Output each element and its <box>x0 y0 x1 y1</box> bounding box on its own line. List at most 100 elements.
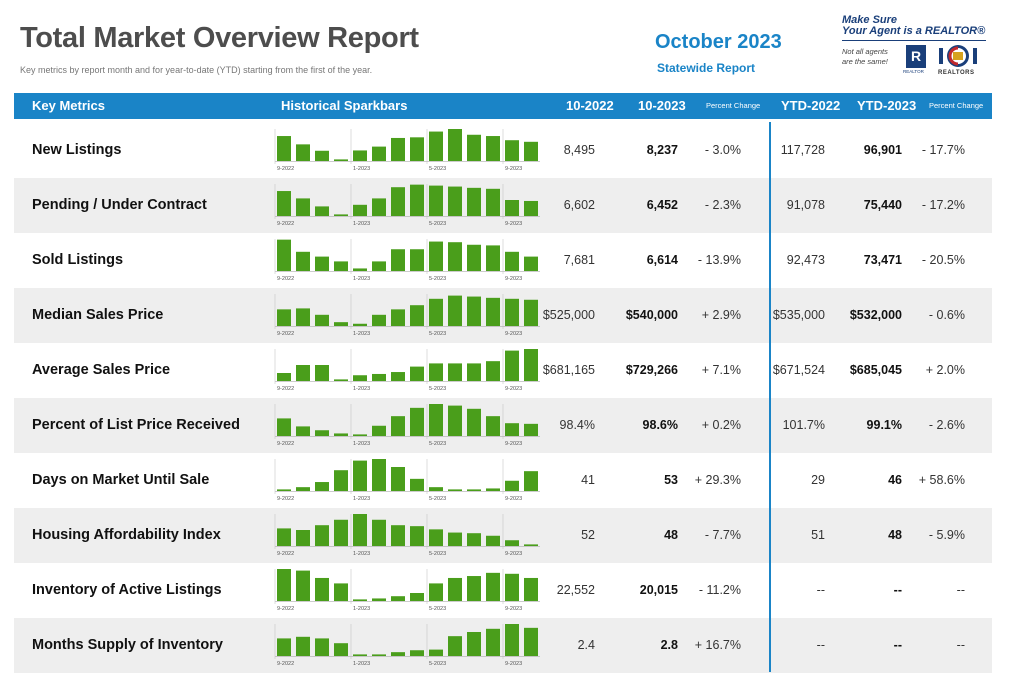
sparkbar-bar <box>296 198 310 216</box>
sparkbar-bar <box>448 242 462 271</box>
sparkbar-bar <box>315 525 329 546</box>
ytd-prev-value: 117,728 <box>780 143 825 157</box>
sparkbar-axis-label: 5-2023 <box>429 221 446 227</box>
sparkbar-bar <box>391 372 405 381</box>
sparkbar-bar <box>486 628 500 656</box>
sparkbar-bar <box>486 572 500 601</box>
prev-month-value: 98.4% <box>559 418 595 432</box>
sparkbar-bar <box>448 363 462 381</box>
percent-change-value: + 29.3% <box>694 473 741 487</box>
col-key-metrics: Key Metrics <box>32 98 105 113</box>
col-percent-change: Percent Change <box>706 101 761 110</box>
table-row: Housing Affordability Index 9-2022 1-2023 5… <box>14 508 992 563</box>
ytd-prev-value: 51 <box>811 528 825 542</box>
sparkbar-bar <box>315 577 329 601</box>
brand-divider <box>842 40 986 41</box>
sparkbar-axis-label: 9-2022 <box>277 661 294 667</box>
percent-change-value: + 0.2% <box>701 418 741 432</box>
brand-line-3: Not all agents <box>842 47 888 56</box>
sparkbar-bar <box>410 593 424 601</box>
sparkbar-bar <box>277 239 291 271</box>
sparkbar-bar <box>353 150 367 161</box>
ytd-curr-value: 75,440 <box>863 198 902 212</box>
sparkbar-axis-label: 1-2023 <box>353 661 370 667</box>
sparkbar-axis-label: 5-2023 <box>429 551 446 557</box>
sparkbar-bar <box>467 489 481 491</box>
curr-month-value: $540,000 <box>625 308 678 322</box>
sparkbar-bar <box>315 482 329 491</box>
sparkbar-bar <box>277 569 291 601</box>
sparkbar-bar <box>372 373 386 381</box>
sparkbar-bar <box>410 249 424 271</box>
sparkbar-bar <box>524 423 538 436</box>
sparkbar-axis-label: 9-2022 <box>277 386 294 392</box>
sparkbar-bar <box>410 526 424 546</box>
sparkbar-bar <box>372 459 386 491</box>
metric-label: Days on Market Until Sale <box>32 472 210 488</box>
sparkbar-chart: 9-2022 1-2023 5-2023 9-2023 <box>271 563 556 618</box>
sparkbar-axis-label: 5-2023 <box>429 276 446 282</box>
sparkbar-axis-label: 5-2023 <box>429 386 446 392</box>
sparkbar-bar <box>372 198 386 216</box>
ytd-prev-value: 92,473 <box>786 253 825 267</box>
sparkbar-bar <box>410 478 424 491</box>
realtor-logo-caption: REALTOR <box>903 69 924 74</box>
sparkbar-bar <box>429 583 443 601</box>
curr-month-value: 2.8 <box>660 638 678 652</box>
sparkbar-bar <box>467 576 481 601</box>
ytd-curr-value: $685,045 <box>849 363 902 377</box>
report-month: October 2023 <box>655 31 782 53</box>
sparkbar-bar <box>334 159 348 161</box>
brand-line-2: Your Agent is a REALTOR® <box>842 25 986 37</box>
sparkbar-bar <box>353 460 367 491</box>
ytd-percent-change-value: + 2.0% <box>925 363 965 377</box>
sparkbar-bar <box>448 129 462 161</box>
sparkbar-bar <box>505 140 519 161</box>
table-row: New Listings 9-2022 1-2023 5-2023 9-2023 8,49… <box>14 123 992 178</box>
sparkbar-bar <box>505 423 519 436</box>
sparkbar-axis-label: 5-2023 <box>429 441 446 447</box>
sparkbar-bar <box>448 186 462 216</box>
table-row: Average Sales Price 9-2022 1-2023 5-2023 9-2… <box>14 343 992 398</box>
sparkbar-chart: 9-2022 1-2023 5-2023 9-2023 <box>271 508 556 563</box>
ytd-prev-value: -- <box>816 583 825 597</box>
sparkbar-bar <box>372 598 386 601</box>
sparkbar-bar <box>391 187 405 216</box>
sparkbar-bar <box>391 652 405 656</box>
sparkbar-bar <box>448 405 462 436</box>
ytd-curr-value: -- <box>893 638 902 652</box>
sparkbar-axis-label: 1-2023 <box>353 606 370 612</box>
prev-month-value: 6,602 <box>563 198 595 212</box>
sparkbar-bar <box>486 535 500 546</box>
sparkbar-bar <box>467 632 481 656</box>
sparkbar-bar <box>505 480 519 491</box>
ytd-curr-value: 99.1% <box>866 418 902 432</box>
sparkbar-bar <box>524 627 538 656</box>
sparkbar-bar <box>410 366 424 381</box>
ytd-curr-value: 73,471 <box>863 253 902 267</box>
sparkbar-bar <box>372 519 386 546</box>
sparkbar-axis-label: 1-2023 <box>353 331 370 337</box>
sparkbar-chart: 9-2022 1-2023 5-2023 9-2023 <box>271 288 556 343</box>
table-row: Percent of List Price Received 9-2022 1-20… <box>14 398 992 453</box>
sparkbar-axis-label: 9-2022 <box>277 441 294 447</box>
sparkbar-bar <box>353 434 367 436</box>
sparkbar-bar <box>505 540 519 546</box>
table-row: Inventory of Active Listings 9-2022 1-2023… <box>14 563 992 618</box>
table-row: Sold Listings 9-2022 1-2023 5-2023 9-2023 7,6… <box>14 233 992 288</box>
sparkbar-axis-label: 1-2023 <box>353 386 370 392</box>
sparkbar-bar <box>334 322 348 326</box>
col-ytd-curr: YTD-2023 <box>857 98 917 113</box>
sparkbar-bar <box>391 416 405 436</box>
sparkbar-bar <box>524 471 538 491</box>
sparkbar-bar <box>353 268 367 271</box>
ytd-percent-change-value: - 5.9% <box>928 528 965 542</box>
sparkbar-axis-label: 9-2023 <box>505 441 522 447</box>
sparkbar-bar <box>505 251 519 271</box>
sparkbar-bar <box>353 375 367 381</box>
realtor-logo-icon: R <box>906 45 926 68</box>
sparkbar-axis-label: 9-2023 <box>505 221 522 227</box>
sparkbar-bar <box>429 131 443 161</box>
table-header: Key Metrics Historical Sparkbars 10-2022… <box>14 93 992 119</box>
percent-change-value: + 2.9% <box>701 308 741 322</box>
